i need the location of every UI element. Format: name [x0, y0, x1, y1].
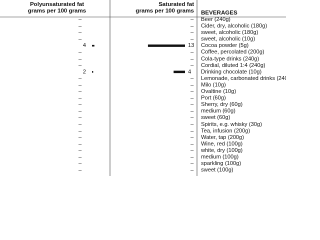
poly-value: – — [78, 115, 82, 121]
sat-bar — [147, 44, 185, 47]
sat-value: 4 — [188, 69, 191, 75]
beverage-name: Cocoa powder (5g) — [201, 43, 249, 49]
sat-value: – — [190, 17, 194, 23]
poly-value: – — [78, 63, 82, 69]
sat-value: – — [190, 115, 194, 121]
sat-value: – — [190, 56, 194, 62]
sat-value: – — [190, 89, 194, 95]
poly-value: 2 — [83, 69, 86, 75]
poly-value: – — [78, 148, 82, 154]
poly-value: – — [78, 82, 82, 88]
sat-value: – — [190, 155, 194, 161]
sat-value: – — [190, 141, 194, 147]
beverage-name: sparkling (100g) — [201, 161, 241, 167]
sat-value: – — [190, 50, 194, 56]
beverage-name: Tea, infusion (200g) — [201, 128, 250, 134]
beverage-name: medium (100g) — [201, 155, 239, 161]
beverage-name: Cordial, diluted 1:4 (240g) — [201, 63, 266, 69]
beverage-name: Beer (240g) — [201, 17, 231, 23]
poly-title: Polyunsaturated fat — [30, 2, 84, 8]
beverage-name: white, dry (100g) — [200, 148, 243, 154]
poly-value: – — [78, 76, 82, 82]
beverage-name: Ovaltine (10g) — [201, 89, 236, 95]
sat-value: – — [190, 128, 194, 134]
poly-value: – — [78, 141, 82, 147]
poly-value: – — [78, 56, 82, 62]
sat-value: – — [190, 102, 194, 108]
sat-bar — [173, 70, 185, 74]
poly-value: – — [78, 135, 82, 141]
poly-value: – — [78, 168, 82, 174]
beverage-name: Cola-type drinks (240g) — [201, 56, 259, 62]
poly-value: 4 — [83, 43, 86, 49]
beverage-name: Spirits, e.g. whisky (30g) — [201, 122, 262, 128]
beverage-name: Lemonade, carbonated drinks (240g) — [201, 76, 286, 82]
poly-value: – — [78, 30, 82, 36]
poly-bar — [92, 44, 95, 47]
poly-value: – — [78, 24, 82, 30]
beverage-name: sweet, alcoholic (180g) — [201, 30, 258, 36]
poly-value: – — [78, 128, 82, 134]
sat-value: – — [190, 76, 194, 82]
sat-title: Saturated fat — [159, 2, 195, 8]
poly-value: – — [78, 89, 82, 95]
sat-value: – — [190, 96, 194, 102]
poly-bar — [92, 71, 94, 73]
beverage-name: Port (60g) — [201, 96, 226, 102]
sat-value: – — [190, 63, 194, 69]
poly-value: – — [78, 102, 82, 108]
sat-value: – — [190, 161, 194, 167]
beverage-name: Sherry, dry (60g) — [201, 102, 243, 108]
sat-value: – — [190, 135, 194, 141]
beverage-name: Drinking chocolate (10g) — [201, 69, 262, 75]
sat-value: – — [190, 24, 194, 30]
sat-value: – — [190, 37, 194, 43]
poly-value: – — [78, 96, 82, 102]
poly-value: – — [78, 109, 82, 115]
sat-value: 13 — [188, 43, 194, 49]
poly-value: – — [78, 122, 82, 128]
sat-unit: grams per 100 grams — [136, 9, 194, 15]
beverage-name: Milo (10g) — [201, 82, 226, 88]
sat-value: – — [190, 148, 194, 154]
beverage-name: sweet, alcoholic (10g) — [201, 37, 255, 43]
poly-value: – — [78, 161, 82, 167]
section-title: BEVERAGES — [201, 11, 238, 17]
sat-value: – — [190, 122, 194, 128]
sat-value: – — [190, 109, 194, 115]
beverage-name: Wine, red (100g) — [201, 141, 243, 147]
poly-unit: grams per 100 grams — [28, 9, 86, 15]
poly-value: – — [78, 155, 82, 161]
sat-value: – — [190, 82, 194, 88]
beverage-name: sweet (100g) — [201, 168, 233, 174]
poly-value: – — [78, 50, 82, 56]
poly-value: – — [78, 37, 82, 43]
sat-value: – — [190, 168, 194, 174]
beverage-name: medium (60g) — [201, 109, 236, 115]
beverage-name: sweet (60g) — [201, 115, 230, 121]
poly-value: – — [78, 17, 82, 23]
sat-value: – — [190, 30, 194, 36]
nutrition-table: Polyunsaturated fat grams per 100 grams … — [0, 0, 293, 176]
beverage-name: Water, tap (200g) — [201, 135, 244, 141]
beverage-name: Coffee, percolated (200g) — [201, 50, 264, 56]
beverage-name: Cider, dry, alcoholic (180g) — [201, 24, 267, 30]
